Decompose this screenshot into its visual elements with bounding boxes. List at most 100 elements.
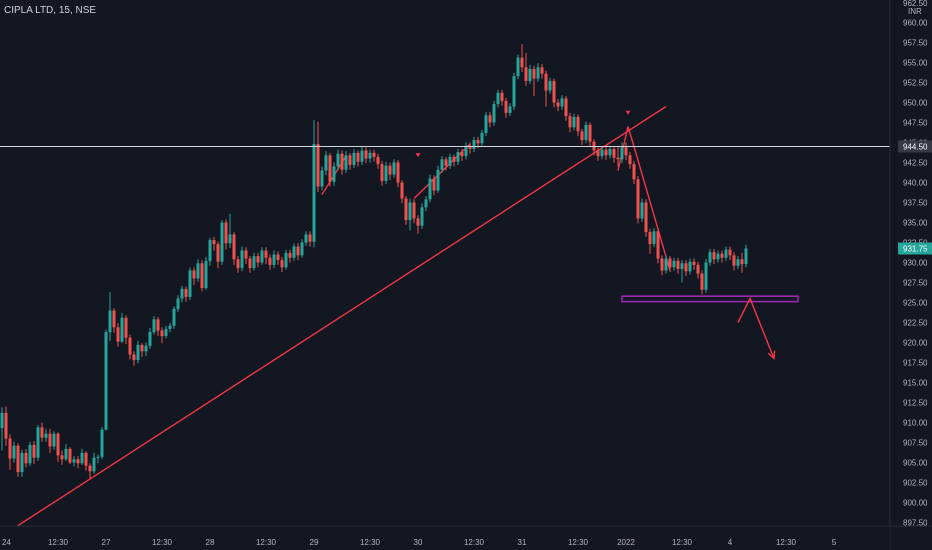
candle — [600, 146, 604, 160]
candle — [356, 150, 360, 167]
candle — [560, 95, 564, 110]
candle — [384, 161, 388, 185]
candle — [276, 251, 280, 265]
candle-body — [244, 250, 248, 259]
candle-body — [316, 144, 320, 187]
candle — [108, 292, 112, 341]
candle-body — [60, 455, 64, 460]
candle — [484, 112, 488, 137]
time-tick-label: 31 — [518, 538, 527, 547]
candle — [100, 427, 104, 460]
candle — [88, 463, 92, 479]
candle-body — [96, 456, 100, 458]
candle-body — [68, 448, 72, 463]
candle-body — [220, 222, 224, 262]
candle — [536, 63, 540, 82]
candle — [348, 152, 352, 170]
candle-body — [584, 124, 588, 141]
candle-body — [144, 345, 148, 352]
candle — [352, 148, 356, 169]
candle-body — [148, 332, 152, 346]
candle — [344, 151, 348, 173]
candle-body — [76, 459, 80, 464]
candle — [328, 152, 332, 187]
candle-body — [520, 57, 524, 68]
candle-body — [468, 145, 472, 149]
time-tick-label: 12:30 — [360, 538, 381, 547]
projection-arrowhead — [767, 350, 776, 360]
candle-body — [356, 152, 360, 162]
candle — [620, 142, 624, 164]
candle-body — [284, 252, 288, 268]
candle-body — [212, 240, 216, 245]
candles-layer — [0, 44, 748, 479]
candle-body — [588, 124, 592, 142]
candle — [480, 129, 484, 147]
candle — [76, 456, 80, 469]
candle — [252, 252, 256, 271]
candle — [132, 351, 136, 366]
candle — [156, 316, 160, 337]
candle-body — [288, 252, 292, 258]
candle — [388, 162, 392, 181]
candle — [32, 440, 36, 465]
candle — [512, 72, 516, 110]
candle — [664, 255, 668, 274]
time-tick-label: 12:30 — [464, 538, 485, 547]
candle — [440, 156, 444, 173]
candle — [24, 448, 28, 468]
candle — [144, 342, 148, 357]
candle-body — [192, 270, 196, 279]
candle-body — [88, 465, 92, 472]
candle — [504, 97, 508, 118]
candle — [680, 260, 684, 283]
price-tick-label: 917.50 — [903, 359, 928, 368]
candle — [128, 334, 132, 360]
price-tick-label: 925.00 — [903, 299, 928, 308]
trendline — [0, 105, 667, 539]
candle-body — [32, 444, 36, 458]
candle — [84, 451, 88, 471]
candle — [52, 431, 56, 450]
candle-body — [248, 258, 252, 269]
candle-body — [0, 412, 4, 429]
candle — [232, 232, 236, 265]
candle-body — [364, 150, 368, 159]
candle — [556, 99, 560, 112]
candle — [372, 149, 376, 162]
candle — [456, 148, 460, 165]
candle-body — [616, 157, 620, 160]
candle-body — [24, 452, 28, 464]
candle-body — [360, 150, 364, 162]
candle-body — [108, 310, 112, 333]
candle-body — [456, 152, 460, 162]
candle — [408, 198, 412, 231]
candle-body — [568, 116, 572, 128]
candle-body — [372, 152, 376, 157]
candle — [360, 146, 364, 165]
candle — [488, 112, 492, 128]
candle-body — [560, 98, 564, 107]
candle-body — [196, 263, 200, 279]
candle — [68, 447, 72, 465]
time-tick-label: 29 — [310, 538, 319, 547]
candle-body — [496, 92, 500, 105]
candle-body — [564, 98, 568, 117]
candle-body — [676, 260, 680, 269]
price-axis[interactable]: 897.50 900.00 902.50 905.00 907.50 910.00 912.… — [889, 0, 932, 550]
candle-body — [480, 132, 484, 144]
candle — [196, 259, 200, 282]
candle-body — [64, 448, 68, 460]
candle-body — [684, 263, 688, 272]
candle — [744, 244, 748, 268]
time-axis[interactable]: 24 12:30 27 12:30 28 12:30 29 12:30 30 12:30 31 12:… — [0, 525, 932, 550]
level-price-badge — [898, 140, 932, 153]
candle-body — [228, 234, 232, 244]
time-tick-label: 12:30 — [48, 538, 69, 547]
candle-body — [736, 259, 740, 266]
candle-body — [16, 445, 20, 473]
candle-body — [240, 250, 244, 269]
candle — [428, 174, 432, 203]
candle-body — [56, 433, 60, 456]
